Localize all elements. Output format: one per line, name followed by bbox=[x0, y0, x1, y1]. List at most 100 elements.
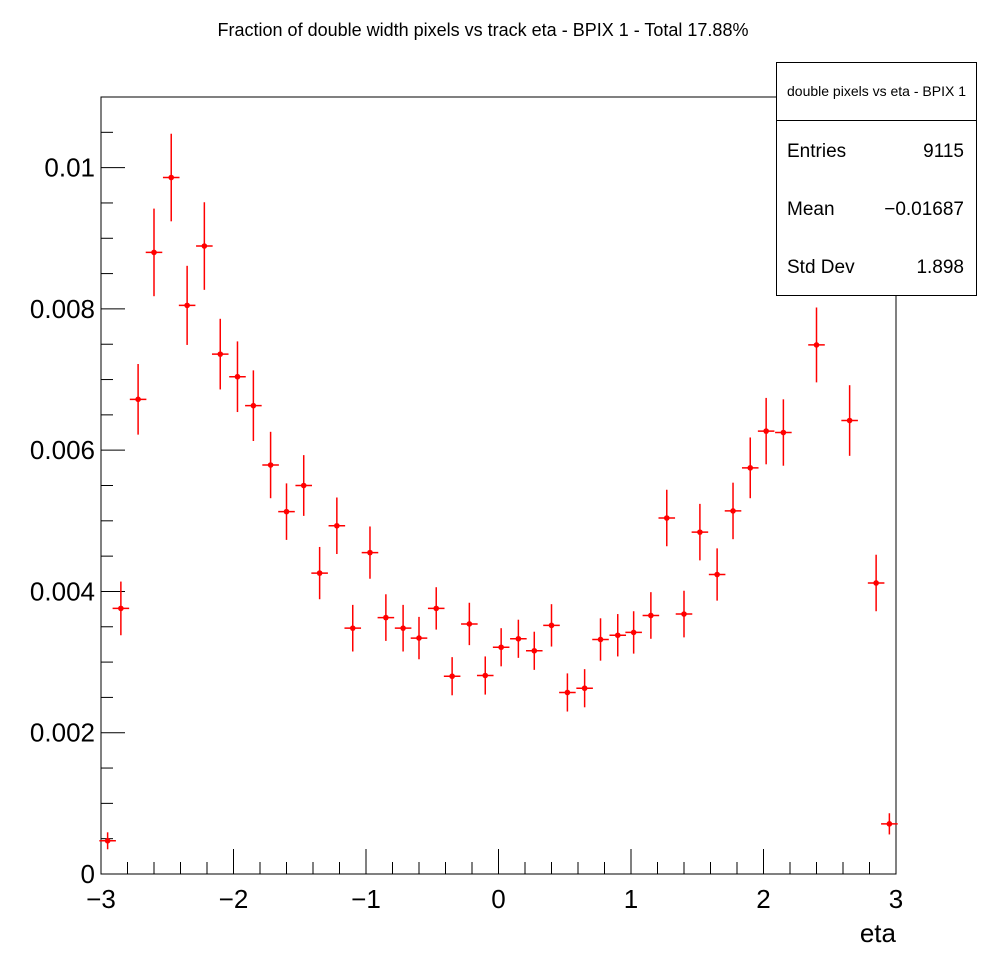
data-point bbox=[361, 526, 379, 579]
point-marker bbox=[449, 673, 455, 680]
stats-value: 9115 bbox=[923, 141, 964, 162]
stats-row-mean: Mean −0.01687 bbox=[777, 179, 976, 237]
data-point bbox=[443, 657, 461, 696]
data-point bbox=[476, 656, 494, 695]
data-point bbox=[99, 832, 116, 850]
data-point bbox=[112, 581, 130, 636]
data-point bbox=[295, 455, 313, 516]
stats-row-entries: Entries 9115 bbox=[777, 121, 976, 179]
data-point bbox=[576, 669, 593, 708]
point-marker bbox=[763, 428, 769, 434]
data-point bbox=[311, 546, 328, 600]
point-marker bbox=[217, 351, 224, 357]
stats-label: Mean bbox=[787, 199, 835, 220]
data-point bbox=[775, 399, 792, 466]
point-marker bbox=[581, 685, 588, 692]
point-marker bbox=[168, 174, 175, 181]
data-point bbox=[461, 602, 478, 646]
data-point bbox=[162, 133, 180, 222]
data-point bbox=[510, 619, 527, 658]
data-point bbox=[262, 431, 279, 499]
x-tick-label: 0 bbox=[491, 884, 505, 914]
data-point bbox=[377, 594, 395, 641]
data-point bbox=[344, 604, 362, 652]
point-marker bbox=[334, 522, 340, 529]
point-marker bbox=[813, 342, 820, 348]
y-tick-label: 0.002 bbox=[30, 718, 95, 748]
data-point bbox=[427, 587, 445, 630]
data-point bbox=[841, 385, 858, 456]
data-point bbox=[867, 554, 885, 612]
data-point bbox=[559, 673, 576, 712]
point-marker bbox=[531, 647, 538, 654]
point-marker bbox=[714, 571, 720, 578]
point-marker bbox=[780, 429, 787, 436]
point-marker bbox=[367, 549, 373, 556]
point-marker bbox=[349, 625, 356, 631]
x-tick-label: 1 bbox=[624, 884, 638, 914]
point-marker bbox=[400, 625, 406, 631]
data-point bbox=[229, 341, 246, 413]
data-point bbox=[145, 208, 163, 297]
data-point bbox=[724, 482, 742, 540]
point-marker bbox=[201, 243, 208, 249]
y-tick-label: 0.004 bbox=[30, 576, 95, 606]
data-point bbox=[625, 611, 642, 654]
data-point bbox=[642, 592, 660, 639]
point-marker bbox=[184, 302, 190, 309]
point-marker bbox=[466, 621, 473, 627]
data-point bbox=[328, 497, 346, 555]
axes: −3 −2 −1 0 1 2 3 0 0.002 0.004 0.006 0.008 0.01 eta bbox=[30, 96, 903, 948]
data-point bbox=[881, 813, 898, 835]
point-marker bbox=[614, 632, 621, 639]
point-marker bbox=[300, 482, 307, 489]
point-marker bbox=[316, 570, 323, 576]
data-point bbox=[757, 397, 775, 465]
point-marker bbox=[663, 515, 670, 521]
data-point bbox=[525, 631, 543, 670]
point-marker bbox=[383, 614, 389, 621]
point-marker bbox=[747, 465, 754, 471]
stats-label: Entries bbox=[787, 141, 847, 162]
data-point bbox=[658, 489, 676, 547]
point-marker bbox=[681, 611, 687, 617]
data-point bbox=[178, 265, 196, 345]
point-marker bbox=[564, 689, 571, 696]
data-point bbox=[196, 202, 213, 290]
point-marker bbox=[118, 605, 124, 612]
data-point bbox=[708, 548, 726, 601]
y-tick-label: 0 bbox=[81, 859, 95, 889]
point-marker bbox=[482, 672, 489, 679]
data-point bbox=[741, 437, 759, 499]
point-marker bbox=[250, 402, 257, 409]
point-marker bbox=[234, 373, 241, 380]
data-point bbox=[129, 364, 147, 435]
chart-title: Fraction of double width pixels vs track… bbox=[217, 20, 749, 40]
point-marker bbox=[630, 629, 637, 636]
point-marker bbox=[886, 821, 893, 827]
data-point bbox=[691, 503, 709, 561]
point-marker bbox=[515, 635, 522, 642]
point-marker bbox=[267, 462, 274, 468]
point-marker bbox=[135, 396, 141, 403]
y-tick-label: 0.01 bbox=[44, 153, 95, 183]
x-tick-label: −1 bbox=[351, 884, 381, 914]
point-marker bbox=[151, 249, 157, 256]
point-marker bbox=[730, 508, 736, 514]
point-marker bbox=[648, 612, 654, 619]
data-point bbox=[410, 616, 428, 660]
stats-row-std-dev: Std Dev 1.898 bbox=[777, 237, 976, 295]
data-point bbox=[675, 590, 693, 638]
x-tick-label: 2 bbox=[756, 884, 770, 914]
point-marker bbox=[597, 636, 604, 643]
point-marker bbox=[697, 529, 703, 535]
point-marker bbox=[873, 580, 879, 586]
point-marker bbox=[433, 605, 440, 612]
data-point bbox=[278, 483, 295, 540]
data-point bbox=[609, 614, 627, 657]
point-marker bbox=[846, 417, 853, 424]
data-point bbox=[592, 618, 609, 661]
point-marker bbox=[104, 838, 111, 844]
stats-label: Std Dev bbox=[787, 257, 855, 278]
y-tick-label: 0.006 bbox=[30, 435, 95, 465]
